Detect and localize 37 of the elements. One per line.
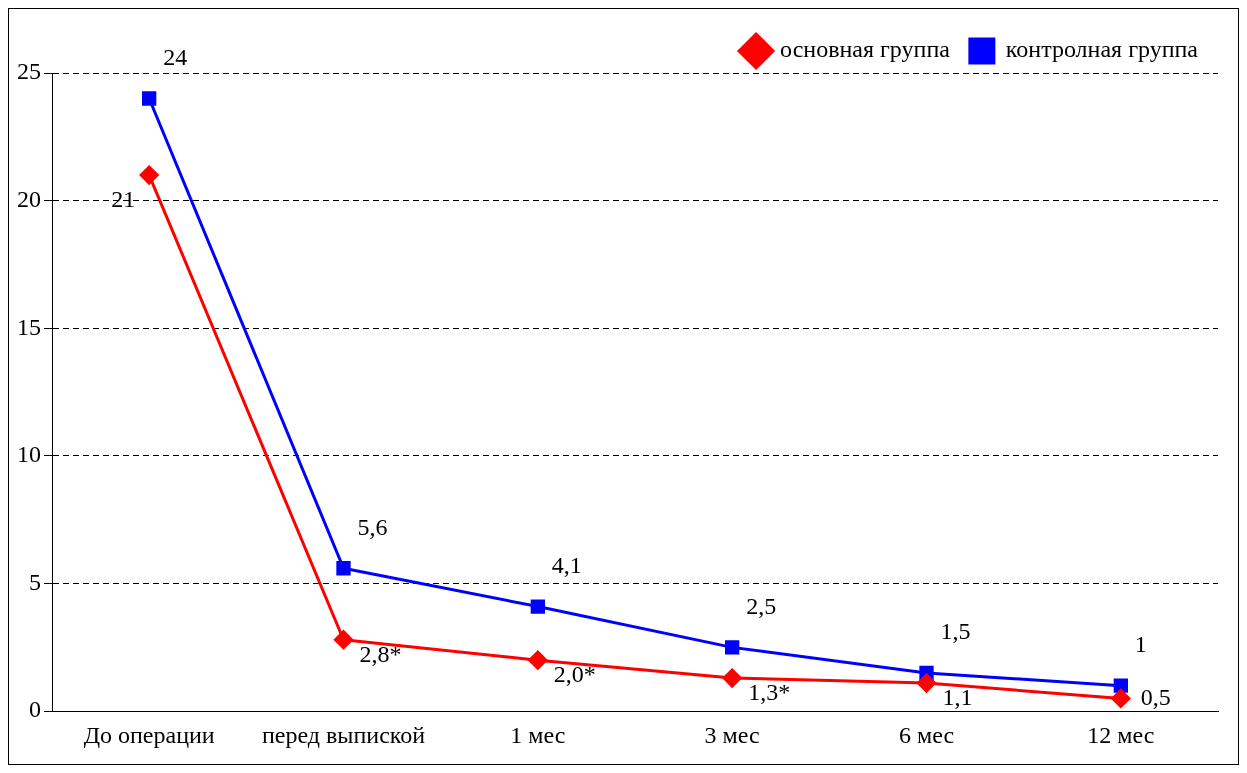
point bbox=[1113, 678, 1128, 693]
point bbox=[530, 599, 545, 614]
point bbox=[139, 165, 159, 185]
y-tick-label: 20 bbox=[17, 185, 41, 212]
legend-label: контролная группа bbox=[1005, 36, 1199, 63]
x-tick-label: До операции bbox=[83, 721, 215, 748]
data-label: 21 bbox=[111, 186, 136, 213]
data-label: 2,8* bbox=[359, 641, 402, 668]
y-tick-label: 5 bbox=[29, 568, 41, 595]
point bbox=[725, 640, 740, 655]
legend-label: основная группа bbox=[780, 36, 951, 63]
point bbox=[142, 91, 157, 106]
point bbox=[334, 630, 353, 650]
point bbox=[722, 668, 742, 688]
data-label: 0,5 bbox=[1140, 683, 1171, 710]
x-tick-label: 6 мес bbox=[898, 721, 955, 748]
data-label: 5,6 bbox=[357, 513, 388, 540]
x-tick-label: перед выпиской bbox=[261, 721, 426, 748]
y-tick-label: 15 bbox=[17, 313, 41, 340]
y-tick-label: 0 bbox=[29, 696, 41, 723]
data-label: 1,5 bbox=[940, 618, 971, 645]
point bbox=[528, 650, 548, 670]
data-label: 1,1 bbox=[942, 684, 973, 711]
point bbox=[336, 561, 351, 576]
x-tick-label: 3 мес bbox=[704, 721, 760, 748]
x-tick-label: 1 мес bbox=[510, 721, 566, 748]
data-label: 1 bbox=[1134, 630, 1147, 657]
data-label: 24 bbox=[163, 43, 188, 70]
data-label: 2,5 bbox=[746, 592, 777, 619]
point bbox=[1111, 688, 1131, 708]
x-tick-label: 12 мес bbox=[1087, 721, 1155, 748]
data-label: 1,3* bbox=[748, 679, 791, 706]
data-label: 4,1 bbox=[551, 551, 582, 578]
data-label: 2,0* bbox=[553, 661, 596, 688]
y-tick-label: 25 bbox=[17, 58, 41, 85]
y-tick-label: 10 bbox=[17, 441, 41, 468]
point bbox=[917, 673, 936, 693]
